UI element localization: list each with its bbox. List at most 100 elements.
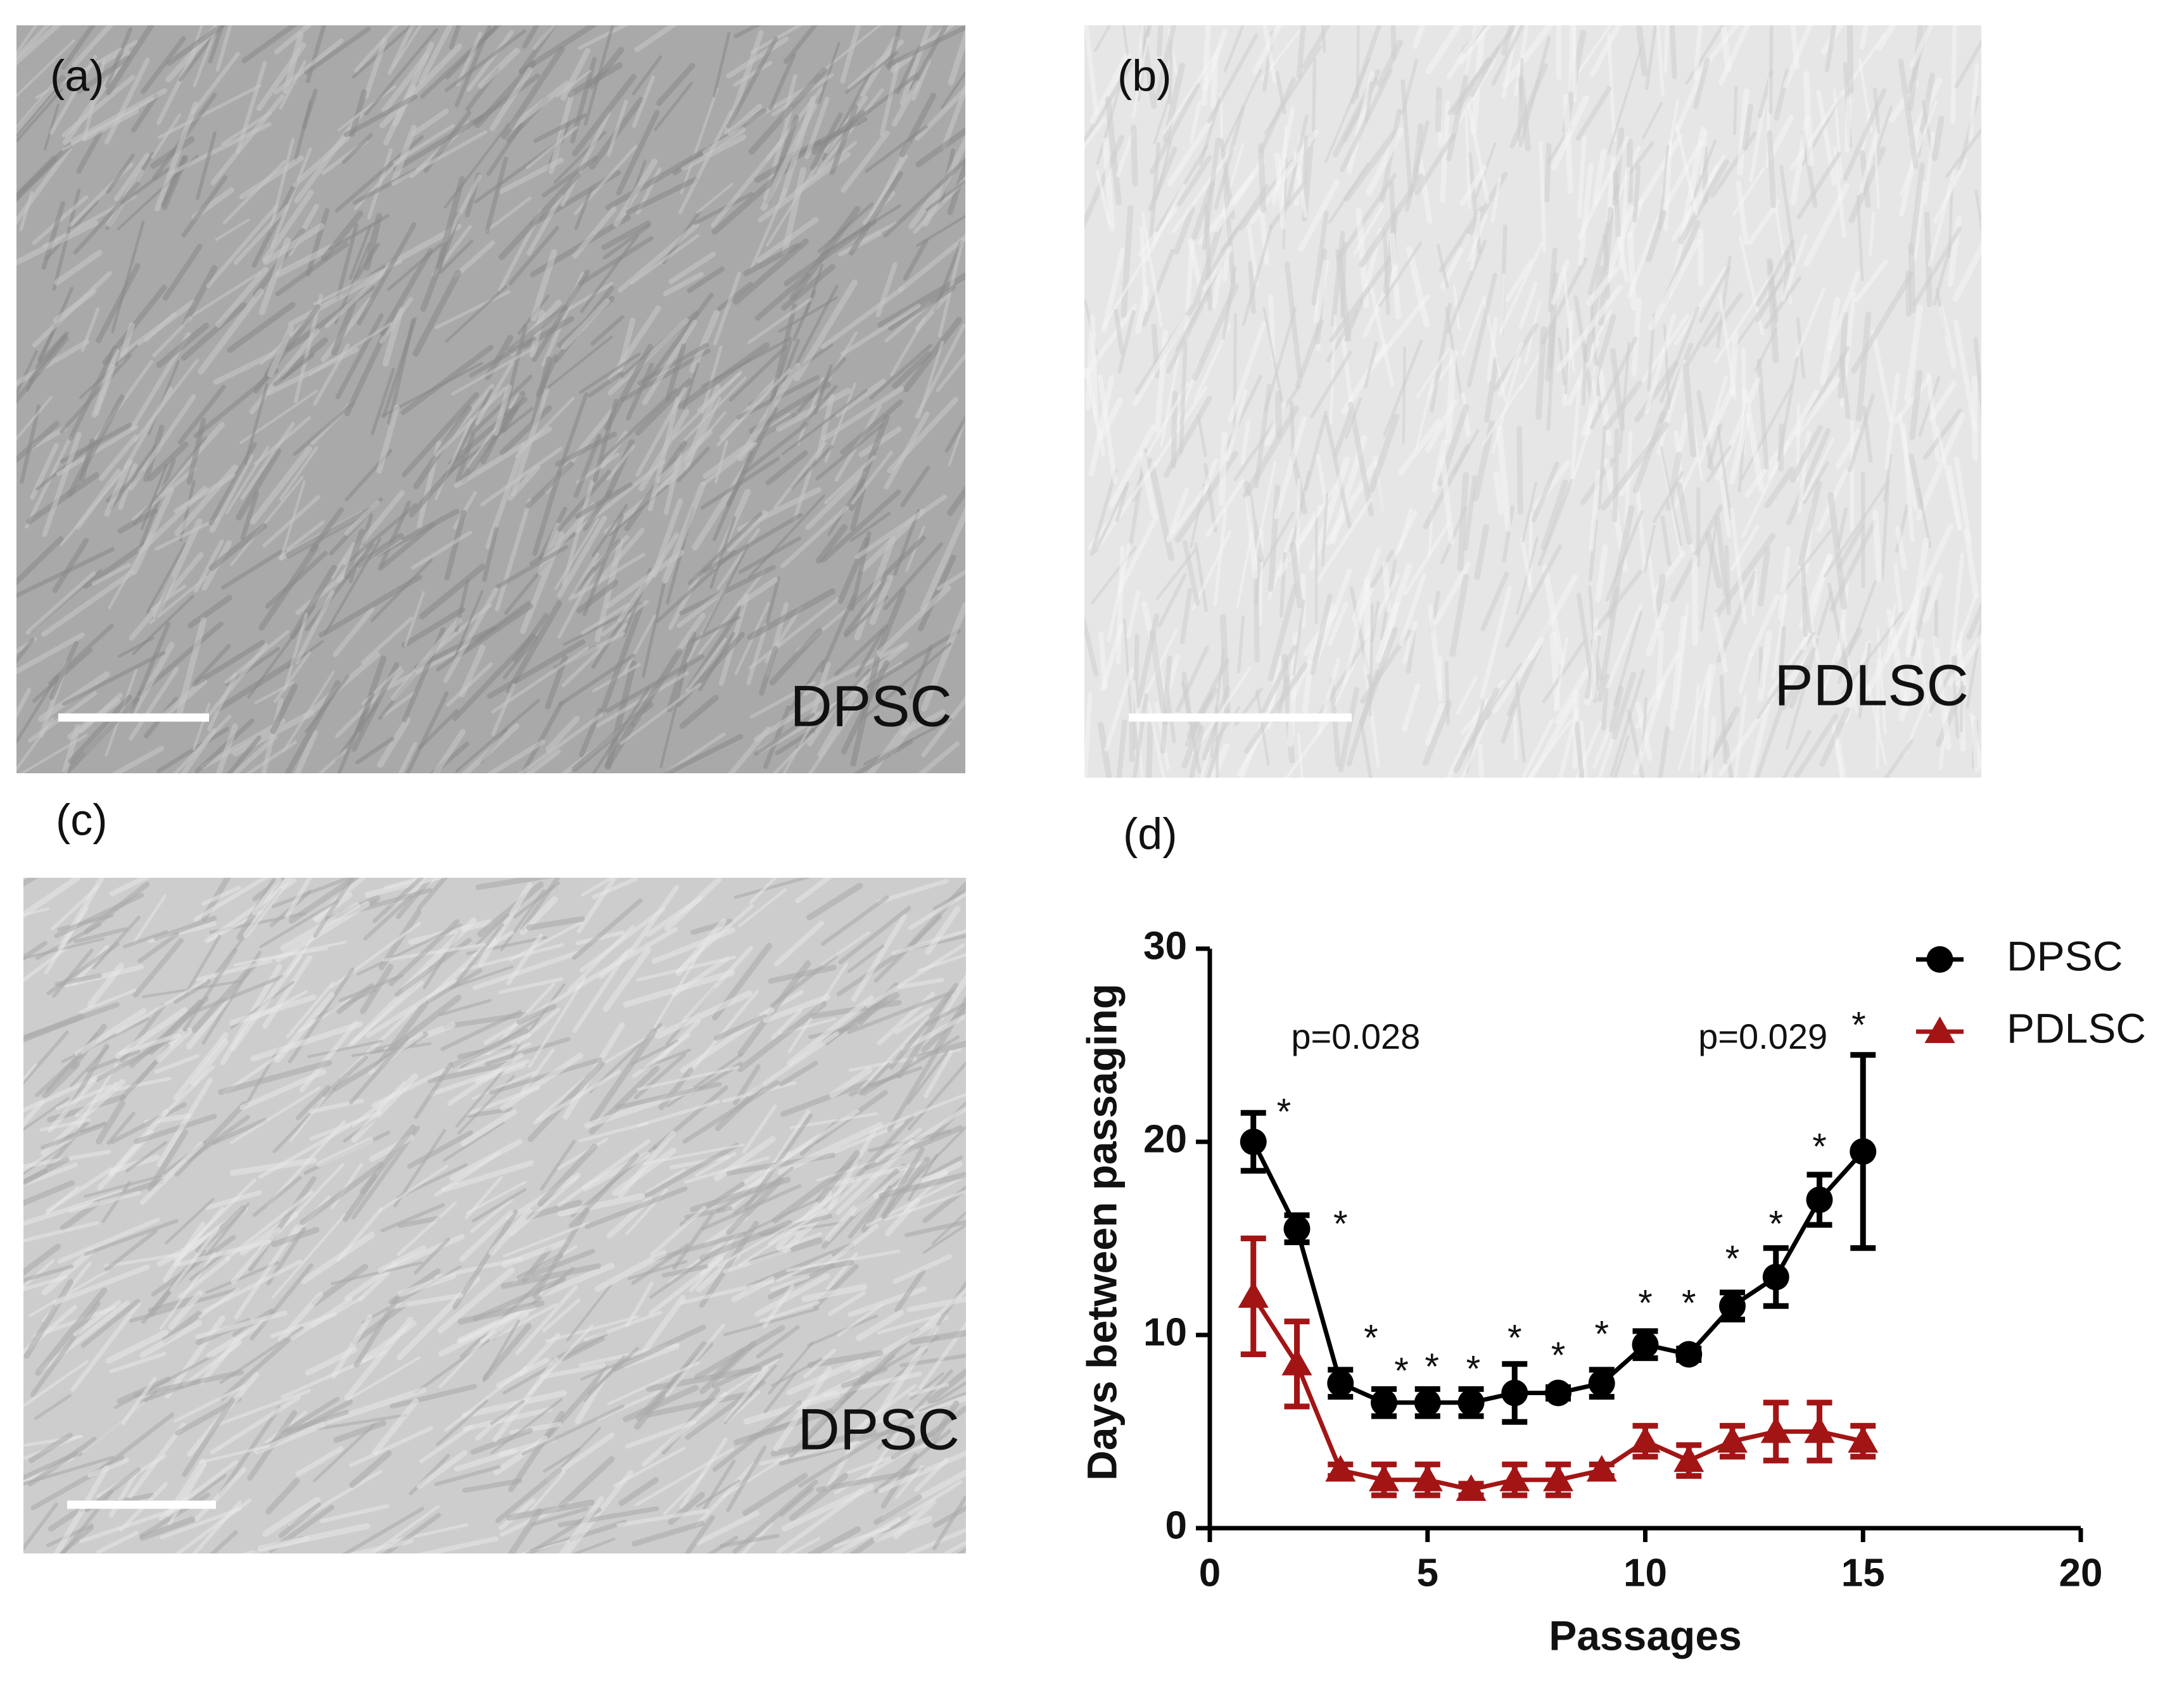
cell bbox=[738, 1208, 825, 1267]
cell bbox=[918, 554, 956, 631]
data-point bbox=[1588, 1370, 1615, 1397]
cell bbox=[23, 1279, 74, 1359]
cell bbox=[654, 82, 693, 131]
cell bbox=[1394, 510, 1418, 556]
significance-star: * bbox=[1333, 1204, 1348, 1245]
cell bbox=[679, 695, 719, 729]
cell bbox=[1589, 469, 1601, 552]
cell bbox=[111, 745, 165, 773]
cell bbox=[1584, 265, 1604, 363]
cell bbox=[1819, 707, 1851, 767]
cell bbox=[387, 318, 416, 426]
cell bbox=[331, 300, 357, 356]
significance-star: * bbox=[1638, 1283, 1653, 1324]
cell bbox=[125, 1141, 168, 1173]
cell bbox=[616, 1509, 709, 1528]
cell bbox=[1777, 547, 1791, 621]
cell bbox=[1343, 130, 1397, 201]
data-point bbox=[1369, 1464, 1399, 1491]
cell bbox=[666, 1053, 743, 1108]
cell bbox=[531, 269, 590, 362]
cell bbox=[1156, 25, 1164, 57]
cell bbox=[1817, 591, 1833, 636]
cell bbox=[851, 914, 907, 1002]
cell bbox=[582, 1151, 651, 1191]
cell bbox=[746, 1031, 840, 1097]
cell bbox=[321, 297, 373, 362]
cell bbox=[584, 1186, 688, 1229]
cell bbox=[1179, 588, 1193, 645]
cell bbox=[16, 88, 63, 144]
cell bbox=[162, 244, 203, 301]
cell bbox=[146, 542, 187, 614]
cell bbox=[758, 1213, 833, 1237]
cell bbox=[1463, 474, 1477, 551]
cell bbox=[568, 552, 600, 601]
cell bbox=[23, 1455, 115, 1486]
cell bbox=[477, 882, 544, 938]
cell bbox=[691, 616, 740, 643]
cell bbox=[754, 272, 810, 321]
cell bbox=[911, 58, 932, 101]
cell bbox=[1953, 456, 1972, 544]
significance-star: * bbox=[1594, 1313, 1609, 1355]
cell bbox=[226, 735, 262, 773]
cell bbox=[166, 25, 227, 66]
cell bbox=[723, 1248, 792, 1274]
cell bbox=[898, 234, 965, 293]
cell bbox=[808, 702, 859, 773]
cell bbox=[877, 1369, 953, 1450]
cell bbox=[948, 28, 965, 86]
cell bbox=[259, 899, 339, 949]
cell bbox=[474, 361, 514, 426]
cell bbox=[1108, 424, 1157, 508]
cell bbox=[1301, 25, 1331, 70]
cell bbox=[1363, 664, 1380, 768]
cell bbox=[830, 1517, 901, 1553]
data-point bbox=[1762, 1263, 1789, 1291]
cell bbox=[793, 279, 858, 382]
cell bbox=[1520, 537, 1533, 592]
cell bbox=[659, 664, 687, 768]
cell bbox=[378, 1245, 427, 1274]
cell bbox=[1276, 505, 1323, 578]
cell bbox=[1777, 356, 1800, 462]
cell bbox=[1635, 483, 1647, 573]
cell bbox=[1594, 544, 1608, 603]
cell bbox=[454, 240, 495, 279]
cell bbox=[28, 334, 67, 383]
cell bbox=[53, 1465, 110, 1553]
cell bbox=[856, 1310, 904, 1341]
cell bbox=[1252, 25, 1283, 75]
cell bbox=[815, 524, 848, 564]
cell bbox=[924, 1050, 953, 1099]
data-point bbox=[1414, 1389, 1441, 1416]
cell bbox=[834, 624, 889, 676]
cell bbox=[412, 270, 462, 357]
cell bbox=[851, 450, 893, 505]
cell bbox=[42, 1061, 80, 1099]
cell bbox=[1490, 177, 1502, 224]
cell bbox=[262, 223, 325, 265]
cell bbox=[61, 25, 96, 70]
cell bbox=[1329, 251, 1396, 343]
cell bbox=[1933, 246, 1952, 306]
cell bbox=[1290, 542, 1304, 609]
cell bbox=[1751, 569, 1758, 617]
cell bbox=[1457, 472, 1470, 572]
cell bbox=[625, 176, 699, 215]
cell bbox=[1149, 465, 1174, 561]
cell bbox=[1663, 25, 1670, 73]
cell bbox=[558, 653, 636, 706]
cell bbox=[376, 405, 400, 474]
cell bbox=[57, 1217, 160, 1264]
cell bbox=[1340, 241, 1347, 318]
cell bbox=[73, 181, 140, 255]
cell bbox=[1546, 319, 1557, 431]
cell bbox=[1637, 134, 1683, 206]
cell bbox=[1122, 25, 1129, 56]
cell bbox=[645, 1391, 753, 1418]
cell bbox=[369, 1505, 440, 1553]
cell bbox=[275, 242, 349, 297]
cell bbox=[1876, 628, 1887, 734]
